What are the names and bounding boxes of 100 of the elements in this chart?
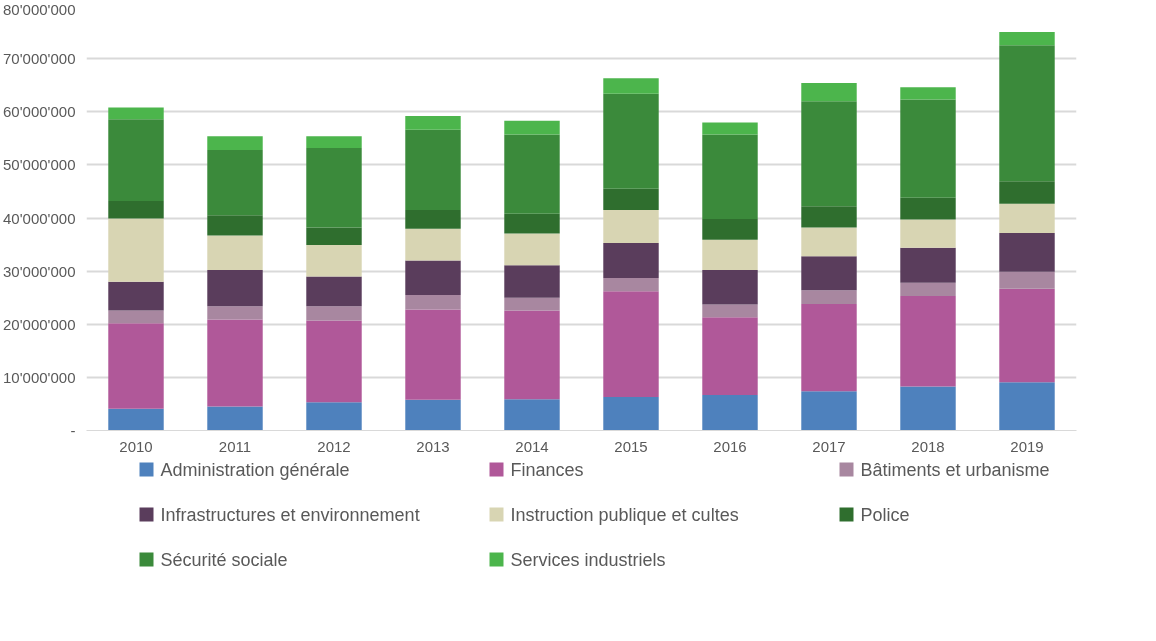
bar [108, 310, 164, 324]
legend-label: Services industriels [510, 549, 666, 570]
bar [999, 203, 1055, 233]
bar [603, 93, 659, 189]
bar [504, 233, 560, 266]
y-tick-label: - [70, 422, 76, 439]
bar [207, 270, 263, 307]
bar [504, 265, 560, 298]
legend-label: Sécurité sociale [160, 549, 288, 570]
bar [999, 32, 1055, 46]
bar [306, 306, 362, 321]
legend-label: Instruction publique et cultes [510, 504, 739, 525]
bar [405, 129, 461, 211]
x-tick-label: 2015 [614, 437, 648, 455]
x-tick-label: 2011 [218, 437, 252, 455]
bar [900, 197, 956, 220]
bar [405, 260, 461, 296]
bar [306, 227, 362, 246]
bar [405, 295, 461, 310]
bar [207, 319, 263, 407]
bar [999, 181, 1055, 204]
bar [405, 210, 461, 229]
bar [207, 306, 263, 320]
bar [900, 296, 956, 387]
x-tick-label: 2017 [812, 437, 846, 455]
bar [999, 232, 1055, 272]
y-tick-label: 70'000'000 [3, 50, 76, 68]
bar [702, 239, 758, 271]
bar [999, 45, 1055, 182]
bar [900, 219, 956, 248]
bar [504, 213, 560, 234]
bar [702, 394, 758, 431]
x-tick-label: 2012 [317, 437, 351, 455]
y-tick-label: 30'000'000 [3, 262, 76, 280]
bar [207, 406, 263, 431]
bar [900, 282, 956, 297]
bar [504, 310, 560, 400]
y-tick-label: 40'000'000 [3, 209, 76, 227]
bar [207, 150, 263, 216]
bar [900, 386, 956, 431]
x-tick-label: 2013 [416, 437, 450, 455]
legend-label: Police [860, 504, 910, 525]
bar [108, 281, 164, 311]
bar [999, 288, 1055, 383]
legend-label: Infrastructures et environnement [160, 504, 420, 525]
bar [801, 290, 857, 305]
bar [108, 408, 164, 431]
bar [900, 99, 956, 198]
bar [999, 271, 1055, 289]
bar [306, 147, 362, 228]
y-tick-label: 50'000'000 [3, 156, 76, 174]
bar [306, 276, 362, 307]
bar [405, 399, 461, 431]
bar [801, 227, 857, 257]
bar [702, 122, 758, 135]
bar [405, 228, 461, 261]
legend-label: Bâtiments et urbanisme [860, 459, 1050, 480]
x-tick-label: 2010 [119, 437, 153, 455]
bar [306, 245, 362, 277]
y-tick-label: 80'000'000 [3, 0, 76, 18]
bar [603, 242, 659, 279]
bar [207, 215, 263, 236]
bar [801, 256, 857, 291]
y-tick-label: 60'000'000 [3, 103, 76, 121]
bar [603, 291, 659, 398]
bar [108, 201, 164, 219]
bar [504, 399, 560, 431]
bar [603, 278, 659, 292]
bar [207, 235, 263, 271]
bar [801, 391, 857, 431]
bar [504, 297, 560, 311]
bar [801, 101, 857, 207]
bar [207, 136, 263, 150]
bar [108, 119, 164, 201]
bar [603, 397, 659, 431]
bar [108, 107, 164, 120]
x-tick-label: 2016 [713, 437, 747, 455]
bar [702, 317, 758, 395]
bar [504, 134, 560, 214]
bar [702, 270, 758, 305]
bar [702, 134, 758, 220]
bar [306, 402, 362, 431]
bar [702, 219, 758, 240]
bar [801, 304, 857, 392]
bar [603, 78, 659, 94]
legend-label: Administration générale [160, 459, 350, 480]
bar [108, 218, 164, 282]
bar [900, 87, 956, 100]
bar [405, 309, 461, 400]
bar [603, 210, 659, 243]
bar [801, 83, 857, 102]
bar [306, 320, 362, 403]
y-tick-label: 20'000'000 [3, 315, 76, 333]
bar [702, 304, 758, 318]
bar [801, 206, 857, 228]
x-tick-label: 2014 [515, 437, 549, 455]
x-tick-label: 2018 [911, 437, 945, 455]
y-tick-label: 10'000'000 [3, 368, 76, 386]
bar [306, 136, 362, 148]
bar [603, 188, 659, 211]
